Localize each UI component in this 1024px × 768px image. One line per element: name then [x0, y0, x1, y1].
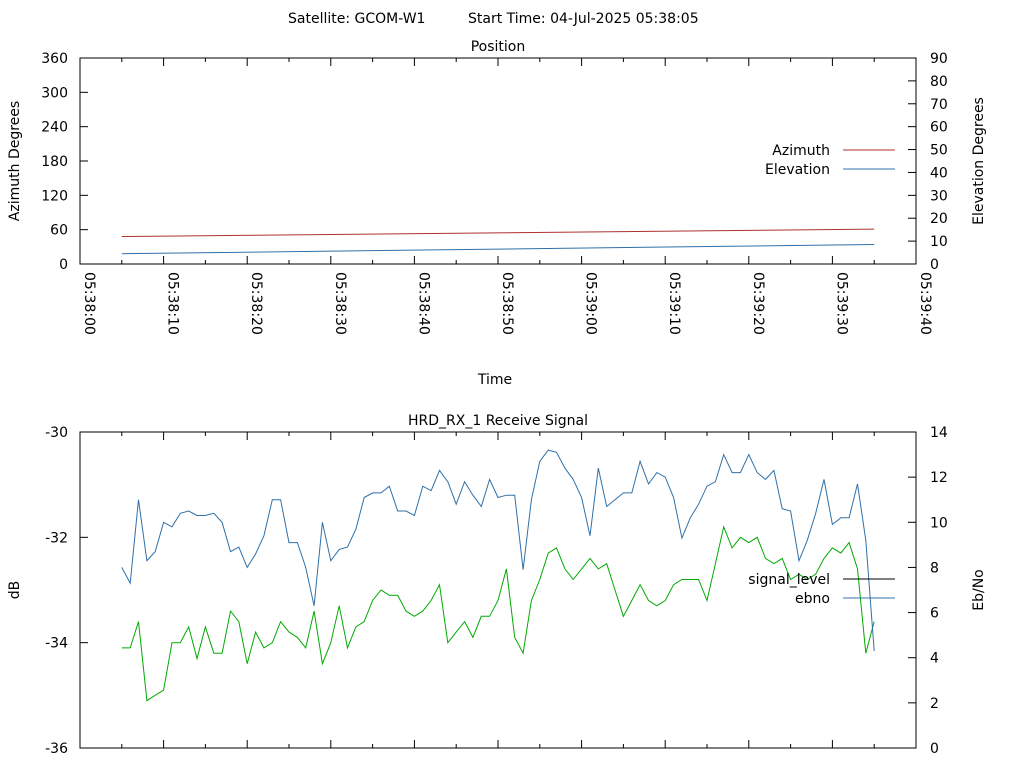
y2-tick-label: 50 — [930, 143, 948, 159]
x-tick-label: 05:39:10 — [666, 272, 682, 335]
y2-tick-label: 12 — [930, 470, 948, 486]
plot-frame — [79, 431, 917, 749]
legend-label: signal_level — [748, 572, 830, 588]
y2-tick-label: 14 — [930, 425, 948, 441]
x-tick-label: 05:38:10 — [165, 272, 181, 335]
legend-label: Elevation — [765, 162, 830, 178]
receive-signal-chart: HRD_RX_1 Receive Signal -36 -34 -32 -30 0 2 4 6 8… — [7, 413, 987, 757]
y-tick-label: -30 — [45, 425, 68, 441]
y2-axis-label: Eb/No — [971, 569, 987, 611]
y2-axis-label: Elevation Degrees — [971, 97, 987, 225]
x-tick-label: 05:38:00 — [81, 272, 97, 335]
x-tick-label: 05:38:20 — [248, 272, 264, 335]
x-tick-label: 05:38:40 — [415, 272, 431, 335]
x-tick-label: 05:38:50 — [499, 272, 515, 335]
y2-tick-label: 20 — [930, 211, 948, 227]
chart-title: HRD_RX_1 Receive Signal — [408, 413, 588, 429]
y-tick-label: -36 — [45, 741, 68, 757]
y2-tick-label: 6 — [930, 606, 939, 622]
series-line-signal_level — [121, 525, 875, 702]
x-tick-label: 05:38:30 — [332, 272, 348, 335]
y2-tick-label: 90 — [930, 51, 948, 67]
y2-tick-label: 60 — [930, 120, 948, 136]
header-satellite: Satellite: GCOM-W1 — [288, 11, 425, 27]
y-tick-label: 360 — [41, 51, 68, 67]
y-axis-label: Azimuth Degrees — [7, 101, 23, 221]
y2-tick-label: 2 — [930, 696, 939, 712]
y-tick-label: 180 — [41, 154, 68, 170]
y2-tick-label: 40 — [930, 165, 948, 181]
y2-tick-label: 10 — [930, 515, 948, 531]
y2-tick-label: 80 — [930, 74, 948, 90]
x-tick-label: 05:39:30 — [833, 272, 849, 335]
legend-label: ebno — [795, 591, 830, 607]
position-chart: Position 0 60 120 180 240 300 360 0 10 20 30 40 50 60 7… — [7, 39, 987, 388]
x-tick-label: 05:39:40 — [917, 272, 933, 335]
y-tick-label: 0 — [59, 257, 68, 273]
y-tick-label: 300 — [41, 85, 68, 101]
chart-title: Position — [471, 39, 526, 55]
x-axis-label: Time — [477, 372, 512, 388]
y-tick-label: -34 — [45, 636, 68, 652]
y-axis-label: dB — [7, 581, 23, 600]
y2-tick-label: 0 — [930, 741, 939, 757]
legend-label: Azimuth — [772, 143, 830, 159]
x-tick-label: 05:39:00 — [583, 272, 599, 335]
series-line-Elevation — [121, 244, 875, 255]
y2-tick-label: 10 — [930, 234, 948, 250]
x-tick-label: 05:39:20 — [750, 272, 766, 335]
y-tick-label: 240 — [41, 120, 68, 136]
header-start-time: Start Time: 04-Jul-2025 05:38:05 — [468, 11, 699, 27]
y2-tick-label: 4 — [930, 651, 939, 667]
y2-tick-label: 30 — [930, 188, 948, 204]
series-line-ebno — [121, 449, 875, 651]
y-tick-label: 60 — [50, 223, 68, 239]
y-tick-label: -32 — [45, 530, 68, 546]
y2-tick-label: 70 — [930, 97, 948, 113]
y2-tick-label: 0 — [930, 257, 939, 273]
series-line-Azimuth — [121, 228, 875, 237]
y2-tick-label: 8 — [930, 560, 939, 576]
y-tick-label: 120 — [41, 188, 68, 204]
